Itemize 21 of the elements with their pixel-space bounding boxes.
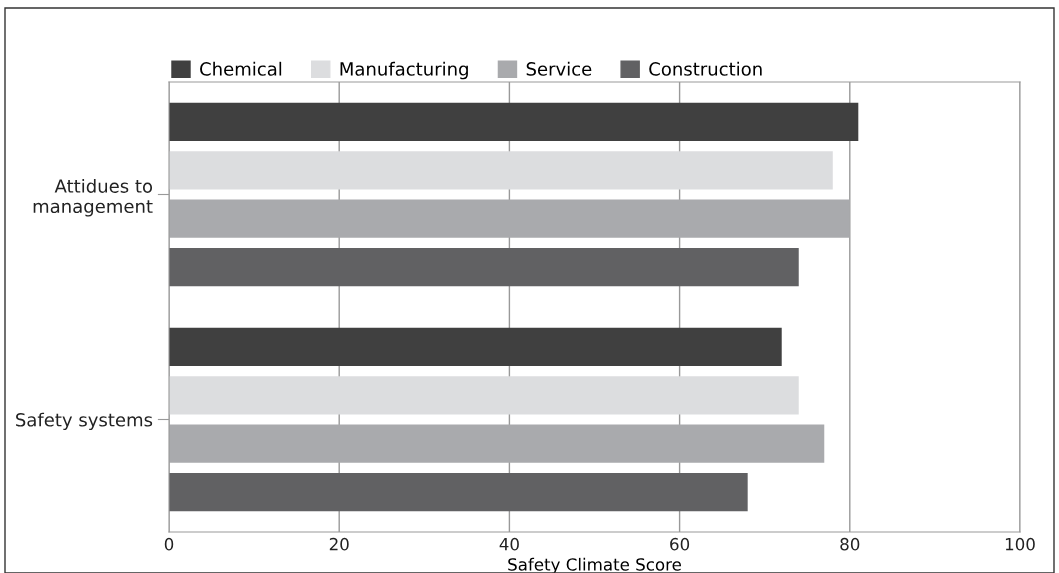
x-tick-label: 100	[1005, 537, 1035, 551]
bar	[169, 327, 782, 367]
bar	[169, 247, 799, 287]
bar	[169, 376, 799, 415]
x-axis-title: Safety Climate Score	[508, 557, 681, 573]
x-tick-label: 0	[164, 537, 174, 551]
y-tick-label: Attidues to management	[33, 178, 153, 217]
bar	[169, 199, 850, 238]
bar	[169, 424, 825, 463]
legend-label: Construction	[649, 61, 762, 76]
legend-label: Chemical	[200, 61, 282, 76]
x-tick-label: 40	[499, 537, 519, 551]
bar	[169, 472, 748, 512]
y-tick-label: Safety systems	[16, 412, 153, 431]
bar	[169, 151, 833, 190]
bar	[169, 102, 859, 142]
legend-label: Service	[526, 61, 592, 76]
legend-label: Manufacturing	[340, 61, 468, 80]
x-tick-label: 80	[840, 537, 860, 551]
x-tick-label: 20	[329, 537, 349, 551]
x-tick-label: 60	[670, 537, 690, 551]
